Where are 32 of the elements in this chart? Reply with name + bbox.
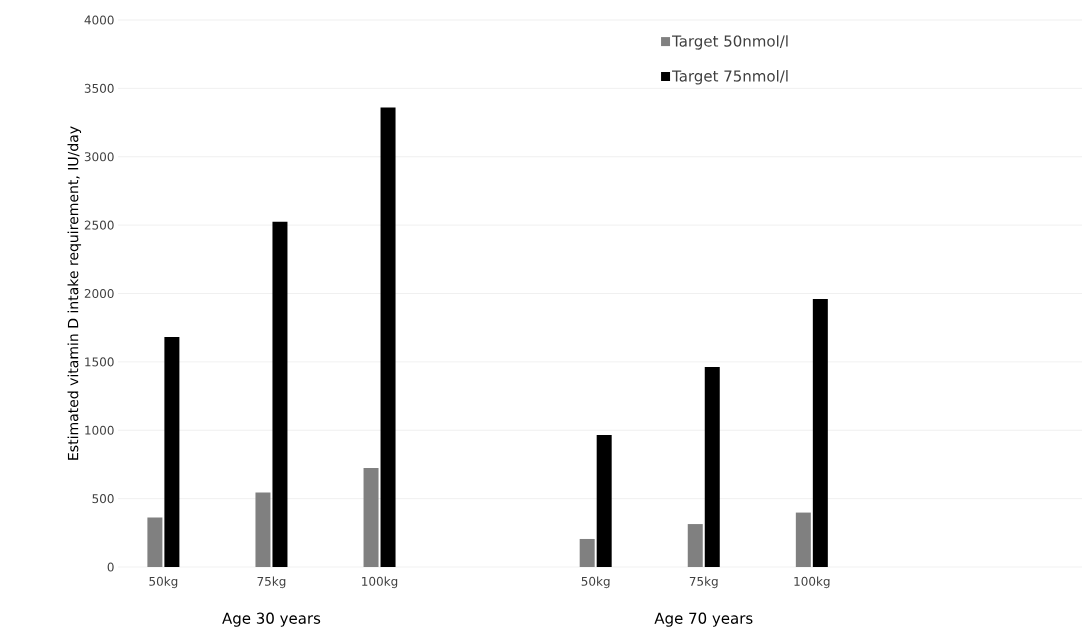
- legend-label: Target 75nmol/l: [672, 70, 788, 85]
- x-tick-label: 50kg: [149, 576, 178, 589]
- legend-label: Target 50nmol/l: [672, 35, 788, 50]
- x-tick-label: 75kg: [257, 576, 286, 589]
- text: Age 30 years: [222, 612, 321, 627]
- x-tick-label: 100kg: [362, 576, 398, 589]
- y-tick-label: 0: [107, 562, 114, 572]
- x-tick-label: 50kg: [581, 576, 610, 589]
- bar: [363, 467, 379, 567]
- bar: [147, 517, 163, 567]
- y-tick-label: 3500: [84, 83, 114, 93]
- y-tick-label: 2000: [84, 288, 114, 299]
- bar: [687, 524, 703, 567]
- text: Age 70 years: [654, 612, 753, 627]
- bar: [380, 107, 396, 567]
- bar: [596, 435, 612, 567]
- bar: [704, 367, 720, 567]
- y-tick-label: 500: [92, 494, 114, 504]
- y-tick-label: 1000: [85, 425, 114, 435]
- x-tick-label: 100kg: [794, 576, 830, 589]
- bar: [795, 512, 811, 567]
- bar: [255, 492, 271, 567]
- x-tick-label: 75kg: [689, 576, 718, 589]
- y-tick-label: 2500: [84, 220, 114, 230]
- bar: [812, 298, 828, 567]
- bar: [272, 221, 288, 567]
- y-axis-title: Estimated vitamin D intake requirement, IU/day: [67, 126, 82, 460]
- bar: [164, 336, 180, 567]
- bar: [579, 538, 595, 567]
- y-tick-label: 4000: [84, 15, 114, 25]
- y-tick-label: 1500: [85, 357, 114, 367]
- y-tick-label: 3000: [84, 152, 114, 162]
